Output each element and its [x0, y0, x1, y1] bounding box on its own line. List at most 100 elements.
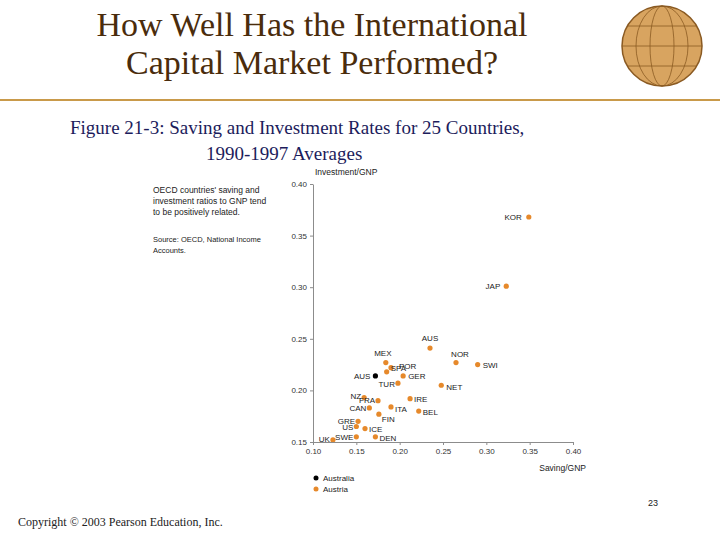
copyright: Copyright © 2003 Pearson Education, Inc. [18, 515, 223, 529]
tick: 0.40 [566, 442, 582, 456]
slide: How Well Has the InternationalCapital Ma… [0, 0, 720, 540]
point-label: BEL [423, 408, 439, 417]
background [0, 0, 720, 540]
tick-label: 0.25 [291, 335, 307, 344]
point [383, 360, 388, 365]
tick-mark [310, 184, 313, 185]
point [384, 369, 389, 374]
point [373, 373, 378, 378]
y-axis: 0.15 0.20 0.25 0.30 0.35 0.40 [291, 180, 313, 447]
x-axis-title: Saving/GNP [539, 463, 586, 473]
point [362, 426, 367, 431]
point [427, 345, 432, 350]
point [526, 214, 531, 219]
tick-label: 0.30 [479, 447, 495, 456]
point [407, 396, 412, 401]
tick-label: 0.15 [291, 438, 307, 447]
point-label: JAP [486, 282, 501, 291]
source-note: Accounts. [153, 246, 186, 255]
tick-mark [310, 442, 313, 443]
point [453, 360, 458, 365]
tick-label: 0.20 [392, 447, 408, 456]
tick-label: 0.15 [349, 447, 365, 456]
tick-label: 0.20 [291, 386, 307, 395]
tick: 0.15 [349, 442, 365, 456]
title-rule [0, 99, 720, 101]
point-label: MEX [374, 349, 392, 358]
legend-label: Austria [323, 485, 348, 494]
tick-mark [573, 442, 574, 445]
point [401, 373, 406, 378]
point-label: CAN [349, 404, 366, 413]
page-number: 23 [648, 498, 658, 508]
tick: 0.25 [436, 442, 452, 456]
point-label: TUR [378, 380, 395, 389]
tick-label: 0.30 [291, 283, 307, 292]
point-label: FIN [382, 415, 395, 424]
slide-title: How Well Has the International [97, 6, 528, 43]
point [375, 398, 380, 403]
point-label: DEN [379, 434, 396, 443]
point-label: AUS [354, 372, 370, 381]
tick-mark [310, 390, 313, 391]
tick-label: 0.10 [306, 447, 322, 456]
globe-parallel [622, 46, 702, 47]
source-note: Source: OECD, National Income [153, 235, 261, 244]
tick: 0.30 [291, 283, 313, 292]
y-axis-title: Investment/GNP [315, 167, 378, 177]
annotation: investment ratios to GNP tend [153, 196, 267, 206]
points [330, 214, 531, 442]
annotation: OECD countries' saving and [153, 185, 260, 195]
point [388, 404, 393, 409]
tick-mark [400, 442, 401, 445]
point-label: ITA [395, 405, 408, 414]
tick: 0.40 [291, 180, 313, 189]
point-label: SWI [483, 361, 498, 370]
point-label: NOR [451, 350, 469, 359]
slide-title: Capital Market Performed? [126, 44, 498, 81]
annotation: to be positively related. [153, 207, 240, 217]
tick-mark [486, 442, 487, 445]
tick-mark [310, 236, 313, 237]
globe-icon [622, 6, 702, 86]
point [376, 412, 381, 417]
point [367, 405, 372, 410]
figure-caption: Figure 21-3: Saving and Investment Rates… [70, 117, 524, 138]
point-labels: KORJAPAUSNORSWIMEXPORAUSSPAGERTURNETNZFR… [319, 213, 522, 444]
tick-mark [443, 442, 444, 445]
tick: 0.20 [392, 442, 408, 456]
tick-label: 0.40 [566, 447, 582, 456]
point [355, 419, 360, 424]
point-label: US [342, 423, 353, 432]
legend-marker [314, 487, 319, 492]
point [475, 362, 480, 367]
legend-marker [314, 476, 319, 481]
point [395, 381, 400, 386]
point-label: SWE [335, 433, 353, 442]
tick: 0.15 [291, 438, 313, 447]
tick: 0.25 [291, 335, 313, 344]
point-label: KOR [504, 213, 522, 222]
point [416, 408, 421, 413]
tick-label: 0.35 [291, 232, 307, 241]
point [373, 434, 378, 439]
globe-parallel [627, 66, 696, 67]
point-label: ICE [369, 425, 382, 434]
legend-label: Australia [323, 474, 355, 483]
tick: 0.35 [291, 232, 313, 241]
globe [622, 6, 702, 86]
tick-mark [310, 339, 313, 340]
point-label: SPA [391, 364, 407, 373]
point-label: NET [446, 383, 462, 392]
tick-mark [310, 287, 313, 288]
tick: 0.35 [522, 442, 538, 456]
point-label: GER [408, 372, 426, 381]
point-label: AUS [422, 334, 438, 343]
x-axis: 0.10 0.15 0.20 0.25 0.30 0.35 0.40 [306, 442, 582, 456]
figure-caption: 1990-1997 Averages [206, 143, 362, 164]
tick: 0.10 [306, 442, 322, 456]
point [354, 434, 359, 439]
tick-label: 0.35 [522, 447, 538, 456]
tick: 0.30 [479, 442, 495, 456]
axis-line [313, 185, 314, 443]
